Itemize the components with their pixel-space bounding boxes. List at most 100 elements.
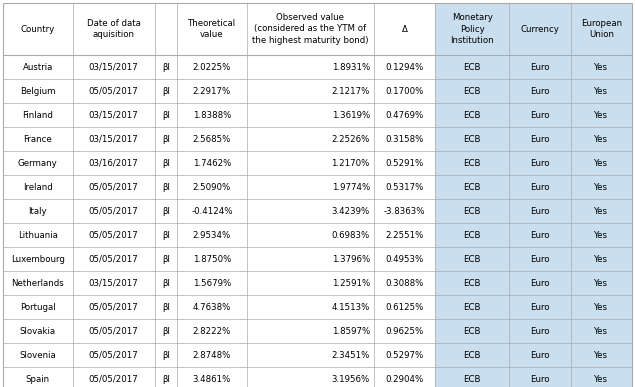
Bar [374,295,436,319]
Bar [374,127,436,151]
Text: 05/05/2017: 05/05/2017 [89,231,138,240]
Text: Yes: Yes [594,351,608,360]
Text: 1.2170%: 1.2170% [331,159,370,168]
Text: 03/15/2017: 03/15/2017 [89,279,138,288]
Bar [509,55,570,79]
Bar [154,127,177,151]
Bar [247,175,374,199]
Bar [374,175,436,199]
Text: ECB: ECB [464,375,481,384]
Bar [177,127,247,151]
Bar [436,103,509,127]
Bar [570,343,632,367]
Bar [3,3,72,55]
Bar [3,103,72,127]
Bar [3,223,72,247]
Bar [570,295,632,319]
Text: Lithuania: Lithuania [18,231,58,240]
Text: 2.2917%: 2.2917% [193,87,231,96]
Bar [570,127,632,151]
Text: Date of data
aquisition: Date of data aquisition [87,19,140,39]
Text: 0.2904%: 0.2904% [385,375,424,384]
Text: ECB: ECB [464,303,481,312]
Bar [509,103,570,127]
Bar [570,247,632,271]
Text: βI: βI [162,231,170,240]
Text: Ireland: Ireland [23,183,53,192]
Text: 1.8750%: 1.8750% [193,255,231,264]
Bar [154,55,177,79]
Text: Δ: Δ [402,24,408,34]
Text: Euro: Euro [530,255,549,264]
Text: 1.8388%: 1.8388% [193,111,231,120]
Bar [154,175,177,199]
Text: Yes: Yes [594,62,608,72]
Text: 2.9534%: 2.9534% [193,231,231,240]
Text: 0.3088%: 0.3088% [385,279,424,288]
Text: Yes: Yes [594,135,608,144]
Text: 05/05/2017: 05/05/2017 [89,207,138,216]
Text: ECB: ECB [464,207,481,216]
Text: 0.6983%: 0.6983% [331,231,370,240]
Text: βI: βI [162,135,170,144]
Bar [3,343,72,367]
Bar [72,319,154,343]
Text: Euro: Euro [530,159,549,168]
Text: 05/05/2017: 05/05/2017 [89,327,138,336]
Bar [436,151,509,175]
Bar [154,295,177,319]
Text: βI: βI [162,207,170,216]
Bar [72,79,154,103]
Bar [177,319,247,343]
Text: 2.8748%: 2.8748% [193,351,231,360]
Text: ECB: ECB [464,231,481,240]
Text: βI: βI [162,111,170,120]
Text: Euro: Euro [530,87,549,96]
Text: 0.5317%: 0.5317% [385,183,424,192]
Bar [154,3,177,55]
Bar [3,79,72,103]
Text: 1.7462%: 1.7462% [193,159,231,168]
Text: 1.8597%: 1.8597% [331,327,370,336]
Text: βI: βI [162,279,170,288]
Bar [3,247,72,271]
Text: Slovenia: Slovenia [20,351,57,360]
Text: Yes: Yes [594,111,608,120]
Bar [177,3,247,55]
Text: Yes: Yes [594,375,608,384]
Text: ECB: ECB [464,159,481,168]
Bar [154,199,177,223]
Text: βI: βI [162,327,170,336]
Text: Yes: Yes [594,327,608,336]
Bar [436,175,509,199]
Bar [570,151,632,175]
Text: Yes: Yes [594,183,608,192]
Text: ECB: ECB [464,327,481,336]
Text: Netherlands: Netherlands [11,279,64,288]
Bar [177,295,247,319]
Text: 1.8931%: 1.8931% [331,62,370,72]
Bar [570,79,632,103]
Bar [509,79,570,103]
Text: βI: βI [162,87,170,96]
Bar [72,55,154,79]
Text: βI: βI [162,375,170,384]
Bar [570,271,632,295]
Text: 05/05/2017: 05/05/2017 [89,303,138,312]
Text: 0.9625%: 0.9625% [385,327,424,336]
Text: 03/15/2017: 03/15/2017 [89,111,138,120]
Text: 4.7638%: 4.7638% [193,303,231,312]
Text: βI: βI [162,255,170,264]
Bar [436,247,509,271]
Bar [3,175,72,199]
Bar [247,55,374,79]
Text: France: France [23,135,52,144]
Text: 0.1294%: 0.1294% [385,62,424,72]
Text: βI: βI [162,62,170,72]
Bar [570,55,632,79]
Bar [247,319,374,343]
Bar [247,127,374,151]
Text: βI: βI [162,351,170,360]
Text: Euro: Euro [530,279,549,288]
Text: 2.2526%: 2.2526% [331,135,370,144]
